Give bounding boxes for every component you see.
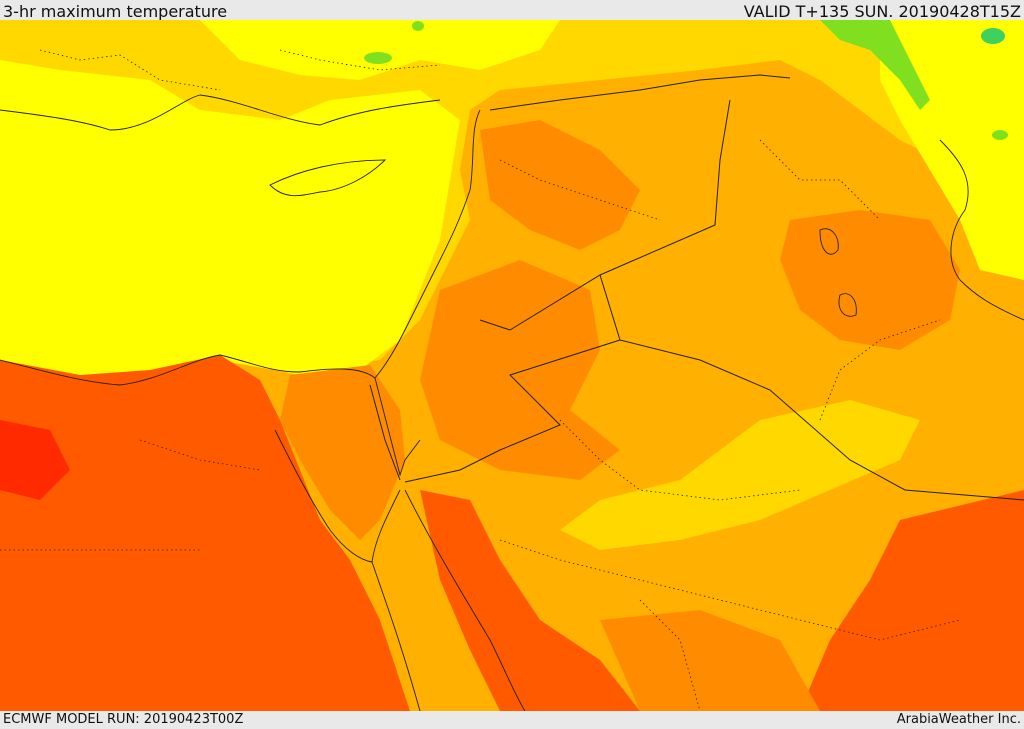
field-green-spot xyxy=(412,21,424,31)
field-orange-jordan xyxy=(420,260,620,480)
field-orange-syria xyxy=(480,120,640,250)
field-orange-red-se xyxy=(800,490,1024,711)
field-yellow-sea xyxy=(0,60,460,380)
field-orange-south xyxy=(600,610,820,711)
map-svg xyxy=(0,20,1024,711)
field-orange-iraq xyxy=(780,210,960,350)
field-orange-red-egypt xyxy=(0,355,410,711)
country-borders xyxy=(369,74,1024,501)
map-title: 3-hr maximum temperature xyxy=(3,2,228,21)
field-green-spot xyxy=(992,130,1008,140)
field-yellow-north xyxy=(200,20,560,80)
credit-label: ArabiaWeather Inc. xyxy=(896,712,1021,727)
temperature-map[interactable] xyxy=(0,20,1024,711)
field-orange-sinai xyxy=(280,365,405,540)
field-gold-arabia xyxy=(560,400,920,550)
admin-boundaries xyxy=(0,49,961,711)
field-red-sea xyxy=(360,530,500,711)
field-red-spot xyxy=(0,420,70,500)
field-green-spot xyxy=(364,52,392,64)
footer-bar: ECMWF MODEL RUN: 20190423T00Z ArabiaWeat… xyxy=(0,711,1024,729)
valid-time: VALID T+135 SUN. 20190428T15Z xyxy=(743,2,1021,21)
coastlines xyxy=(0,94,1024,711)
field-orange-red-hejaz xyxy=(420,490,640,711)
field-green-ne xyxy=(820,20,930,110)
model-run-label: ECMWF MODEL RUN: 20190423T00Z xyxy=(3,712,244,727)
header-bar: 3-hr maximum temperature VALID T+135 SUN… xyxy=(0,0,1024,21)
field-green-spot xyxy=(981,28,1005,44)
